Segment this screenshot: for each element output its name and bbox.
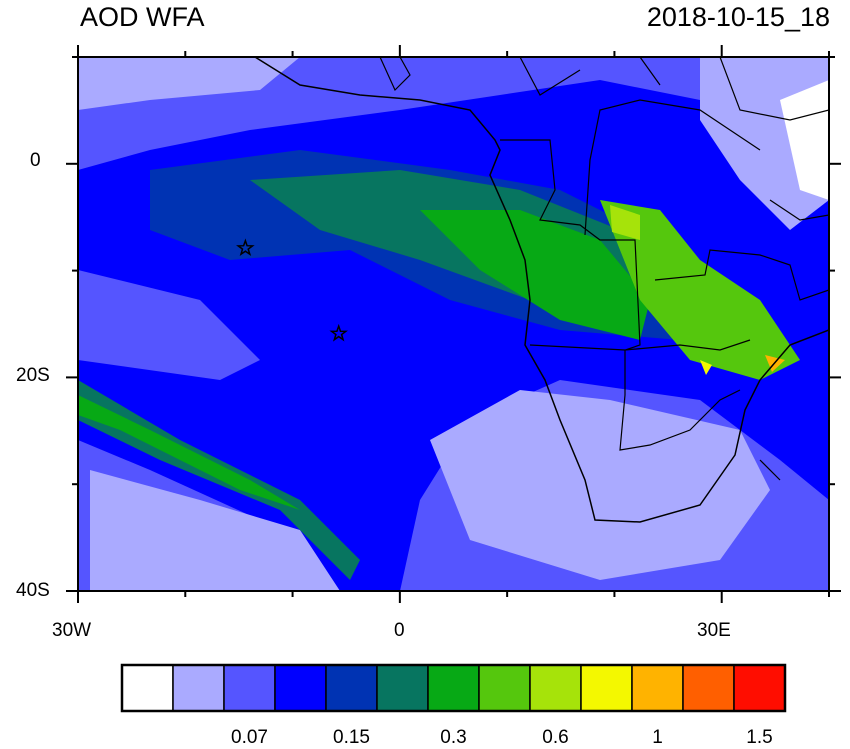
colorbar-swatch xyxy=(223,664,276,712)
map-frame xyxy=(77,56,830,592)
colorbar-swatch xyxy=(478,664,531,712)
colorbar-swatch xyxy=(427,664,480,712)
colorbar-label: 0.3 xyxy=(440,727,467,748)
colorbar-swatch xyxy=(682,664,735,712)
lon-label-0: 0 xyxy=(394,620,405,641)
colorbar-swatch xyxy=(121,664,174,712)
colorbar-label: 1 xyxy=(652,727,663,748)
lon-label-30w: 30W xyxy=(52,620,92,641)
lat-label-20s: 20S xyxy=(16,365,50,386)
colorbar-swatch xyxy=(376,664,429,712)
lon-label-30e: 30E xyxy=(697,620,731,641)
colorbar-swatch xyxy=(172,664,225,712)
aod-field xyxy=(78,57,829,591)
colorbar-swatch xyxy=(325,664,378,712)
colorbar-label: 0.07 xyxy=(231,727,268,748)
colorbar-label: 1.5 xyxy=(746,727,773,748)
axis-ticks xyxy=(66,45,841,603)
star-marker xyxy=(236,238,255,257)
colorbar-swatch xyxy=(631,664,684,712)
star-marker xyxy=(329,323,348,342)
colorbar-swatch xyxy=(733,664,786,712)
colorbar xyxy=(120,663,787,713)
plot-title: AOD WFA xyxy=(80,2,205,32)
colorbar-swatch xyxy=(274,664,327,712)
plot-timestamp: 2018-10-15_18 xyxy=(646,2,830,32)
colorbar-label: 0.6 xyxy=(542,727,569,748)
colorbar-label: 0.15 xyxy=(333,727,370,748)
colorbar-swatch xyxy=(529,664,582,712)
lat-label-40s: 40S xyxy=(16,580,50,601)
lat-label-0: 0 xyxy=(30,150,41,171)
colorbar-swatch xyxy=(580,664,633,712)
